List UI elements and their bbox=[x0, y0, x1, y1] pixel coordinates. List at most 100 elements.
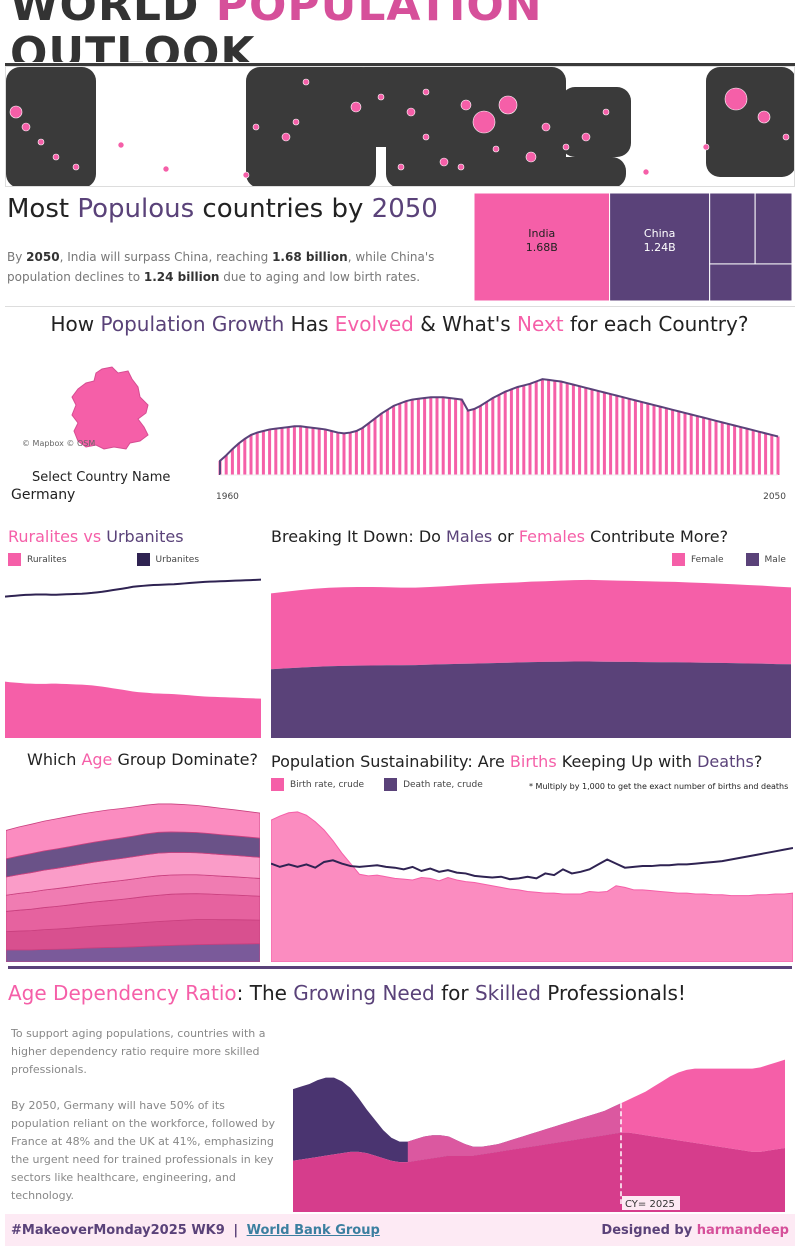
growth-bar bbox=[596, 390, 600, 475]
growth-bar bbox=[466, 410, 470, 475]
population-bubble bbox=[457, 163, 465, 171]
birth-death-chart[interactable] bbox=[271, 798, 793, 962]
urbanites-legend-label: Urbanites bbox=[155, 554, 200, 565]
germany-map[interactable] bbox=[68, 365, 162, 451]
growth-bar bbox=[633, 400, 637, 475]
growth-bar bbox=[311, 427, 315, 475]
growth-title: How Population Growth Has Evolved & What… bbox=[50, 312, 749, 336]
ruralites-swatch bbox=[8, 553, 21, 566]
population-bubble bbox=[642, 168, 650, 176]
growth-bar bbox=[503, 391, 507, 475]
growth-bar bbox=[237, 443, 241, 475]
population-bubble bbox=[782, 133, 790, 141]
population-bubble bbox=[525, 151, 537, 163]
makeover-tag: #MakeoverMonday2025 WK9 bbox=[11, 1222, 225, 1238]
land-mass bbox=[6, 67, 96, 186]
world-bank-link[interactable]: World Bank Group bbox=[246, 1222, 380, 1238]
treemap-cell-india bbox=[474, 193, 611, 301]
title-outlook: OUTLOOK bbox=[10, 28, 256, 63]
population-bubble bbox=[472, 110, 496, 134]
rural-legend: Ruralites Urbanites bbox=[8, 553, 199, 566]
growth-bar bbox=[392, 405, 396, 475]
population-bubble bbox=[377, 93, 385, 101]
page-title: WORLD POPULATION OUTLOOK bbox=[10, 0, 790, 62]
select-country-label: Select Country Name bbox=[32, 470, 171, 485]
growth-bar bbox=[733, 425, 737, 475]
growth-bar bbox=[714, 420, 718, 475]
growth-bar bbox=[739, 427, 743, 475]
growth-bar bbox=[280, 427, 284, 475]
male-legend-label: Male bbox=[764, 554, 786, 565]
land-mass bbox=[561, 87, 631, 157]
growth-bar bbox=[627, 398, 631, 475]
growth-bar bbox=[447, 398, 451, 475]
population-bubble bbox=[757, 110, 771, 124]
death-rate-line bbox=[271, 847, 793, 881]
land-mass bbox=[526, 157, 626, 186]
growth-bar bbox=[640, 401, 644, 475]
death-legend-label: Death rate, crude bbox=[403, 779, 483, 790]
growth-chart[interactable]: 1960 2050 bbox=[210, 355, 790, 505]
urbanites-line bbox=[5, 578, 261, 598]
growth-bar bbox=[317, 428, 321, 475]
growth-bar bbox=[770, 434, 774, 475]
growth-bar bbox=[336, 432, 340, 475]
projected-ratio-area bbox=[621, 1059, 785, 1152]
section-divider bbox=[5, 306, 795, 307]
population-bubble bbox=[724, 87, 748, 111]
growth-bar bbox=[274, 428, 278, 475]
world-map[interactable] bbox=[5, 66, 795, 187]
growth-bar bbox=[373, 418, 377, 475]
land-mass bbox=[706, 67, 794, 177]
growth-bar bbox=[224, 455, 228, 475]
growth-bar bbox=[584, 387, 588, 475]
country-selector[interactable]: Germany bbox=[11, 487, 76, 503]
current-year-label: CY= 2025 bbox=[625, 1199, 675, 1210]
treemap-cell bbox=[709, 193, 756, 265]
growth-bar bbox=[590, 389, 594, 475]
growth-bar bbox=[652, 405, 656, 475]
age-title: Which Age Group Dominate? bbox=[27, 750, 258, 769]
urbanites-swatch bbox=[136, 553, 150, 566]
population-bubble bbox=[242, 171, 250, 179]
population-bubble bbox=[281, 132, 291, 142]
population-bubble bbox=[702, 143, 710, 151]
population-bubble bbox=[492, 145, 500, 153]
female-area bbox=[271, 579, 791, 670]
population-bubble bbox=[162, 165, 170, 173]
growth-bar bbox=[689, 414, 693, 475]
growth-bar bbox=[410, 399, 414, 475]
dependency-chart[interactable]: CY= 2025 bbox=[293, 1020, 785, 1212]
growth-bar bbox=[615, 395, 619, 475]
female-swatch bbox=[672, 553, 685, 566]
growth-bar bbox=[571, 384, 575, 475]
population-bubble bbox=[439, 157, 449, 167]
growth-bar bbox=[342, 433, 346, 475]
gender-chart[interactable] bbox=[271, 570, 791, 738]
growth-bar bbox=[621, 397, 625, 475]
growth-bar bbox=[522, 385, 526, 475]
growth-bar bbox=[534, 381, 538, 475]
growth-bar bbox=[528, 383, 532, 475]
population-bubble bbox=[541, 122, 551, 132]
growth-bar bbox=[361, 427, 365, 475]
footer: #MakeoverMonday2025 WK9 | World Bank Gro… bbox=[5, 1214, 795, 1246]
female-legend-label: Female bbox=[691, 554, 724, 565]
rural-urban-chart[interactable] bbox=[5, 570, 261, 738]
author-name: harmandeep bbox=[696, 1222, 789, 1238]
population-bubble bbox=[422, 88, 430, 96]
age-group-chart[interactable] bbox=[6, 790, 260, 962]
death-swatch bbox=[384, 778, 398, 791]
map-credit: © Mapbox © OSM bbox=[22, 439, 96, 448]
age-group-area bbox=[6, 803, 260, 860]
growth-bar bbox=[404, 401, 408, 475]
male-area bbox=[271, 661, 791, 738]
treemap-value-label: 1.68B bbox=[526, 241, 558, 254]
treemap-cell bbox=[754, 193, 792, 265]
growth-bar bbox=[726, 423, 730, 475]
dependency-description: To support aging populations, countries … bbox=[11, 1025, 281, 1205]
treemap-value-label: 1.24B bbox=[644, 241, 676, 254]
ruralites-legend-label: Ruralites bbox=[27, 554, 67, 565]
growth-bar bbox=[695, 416, 699, 475]
